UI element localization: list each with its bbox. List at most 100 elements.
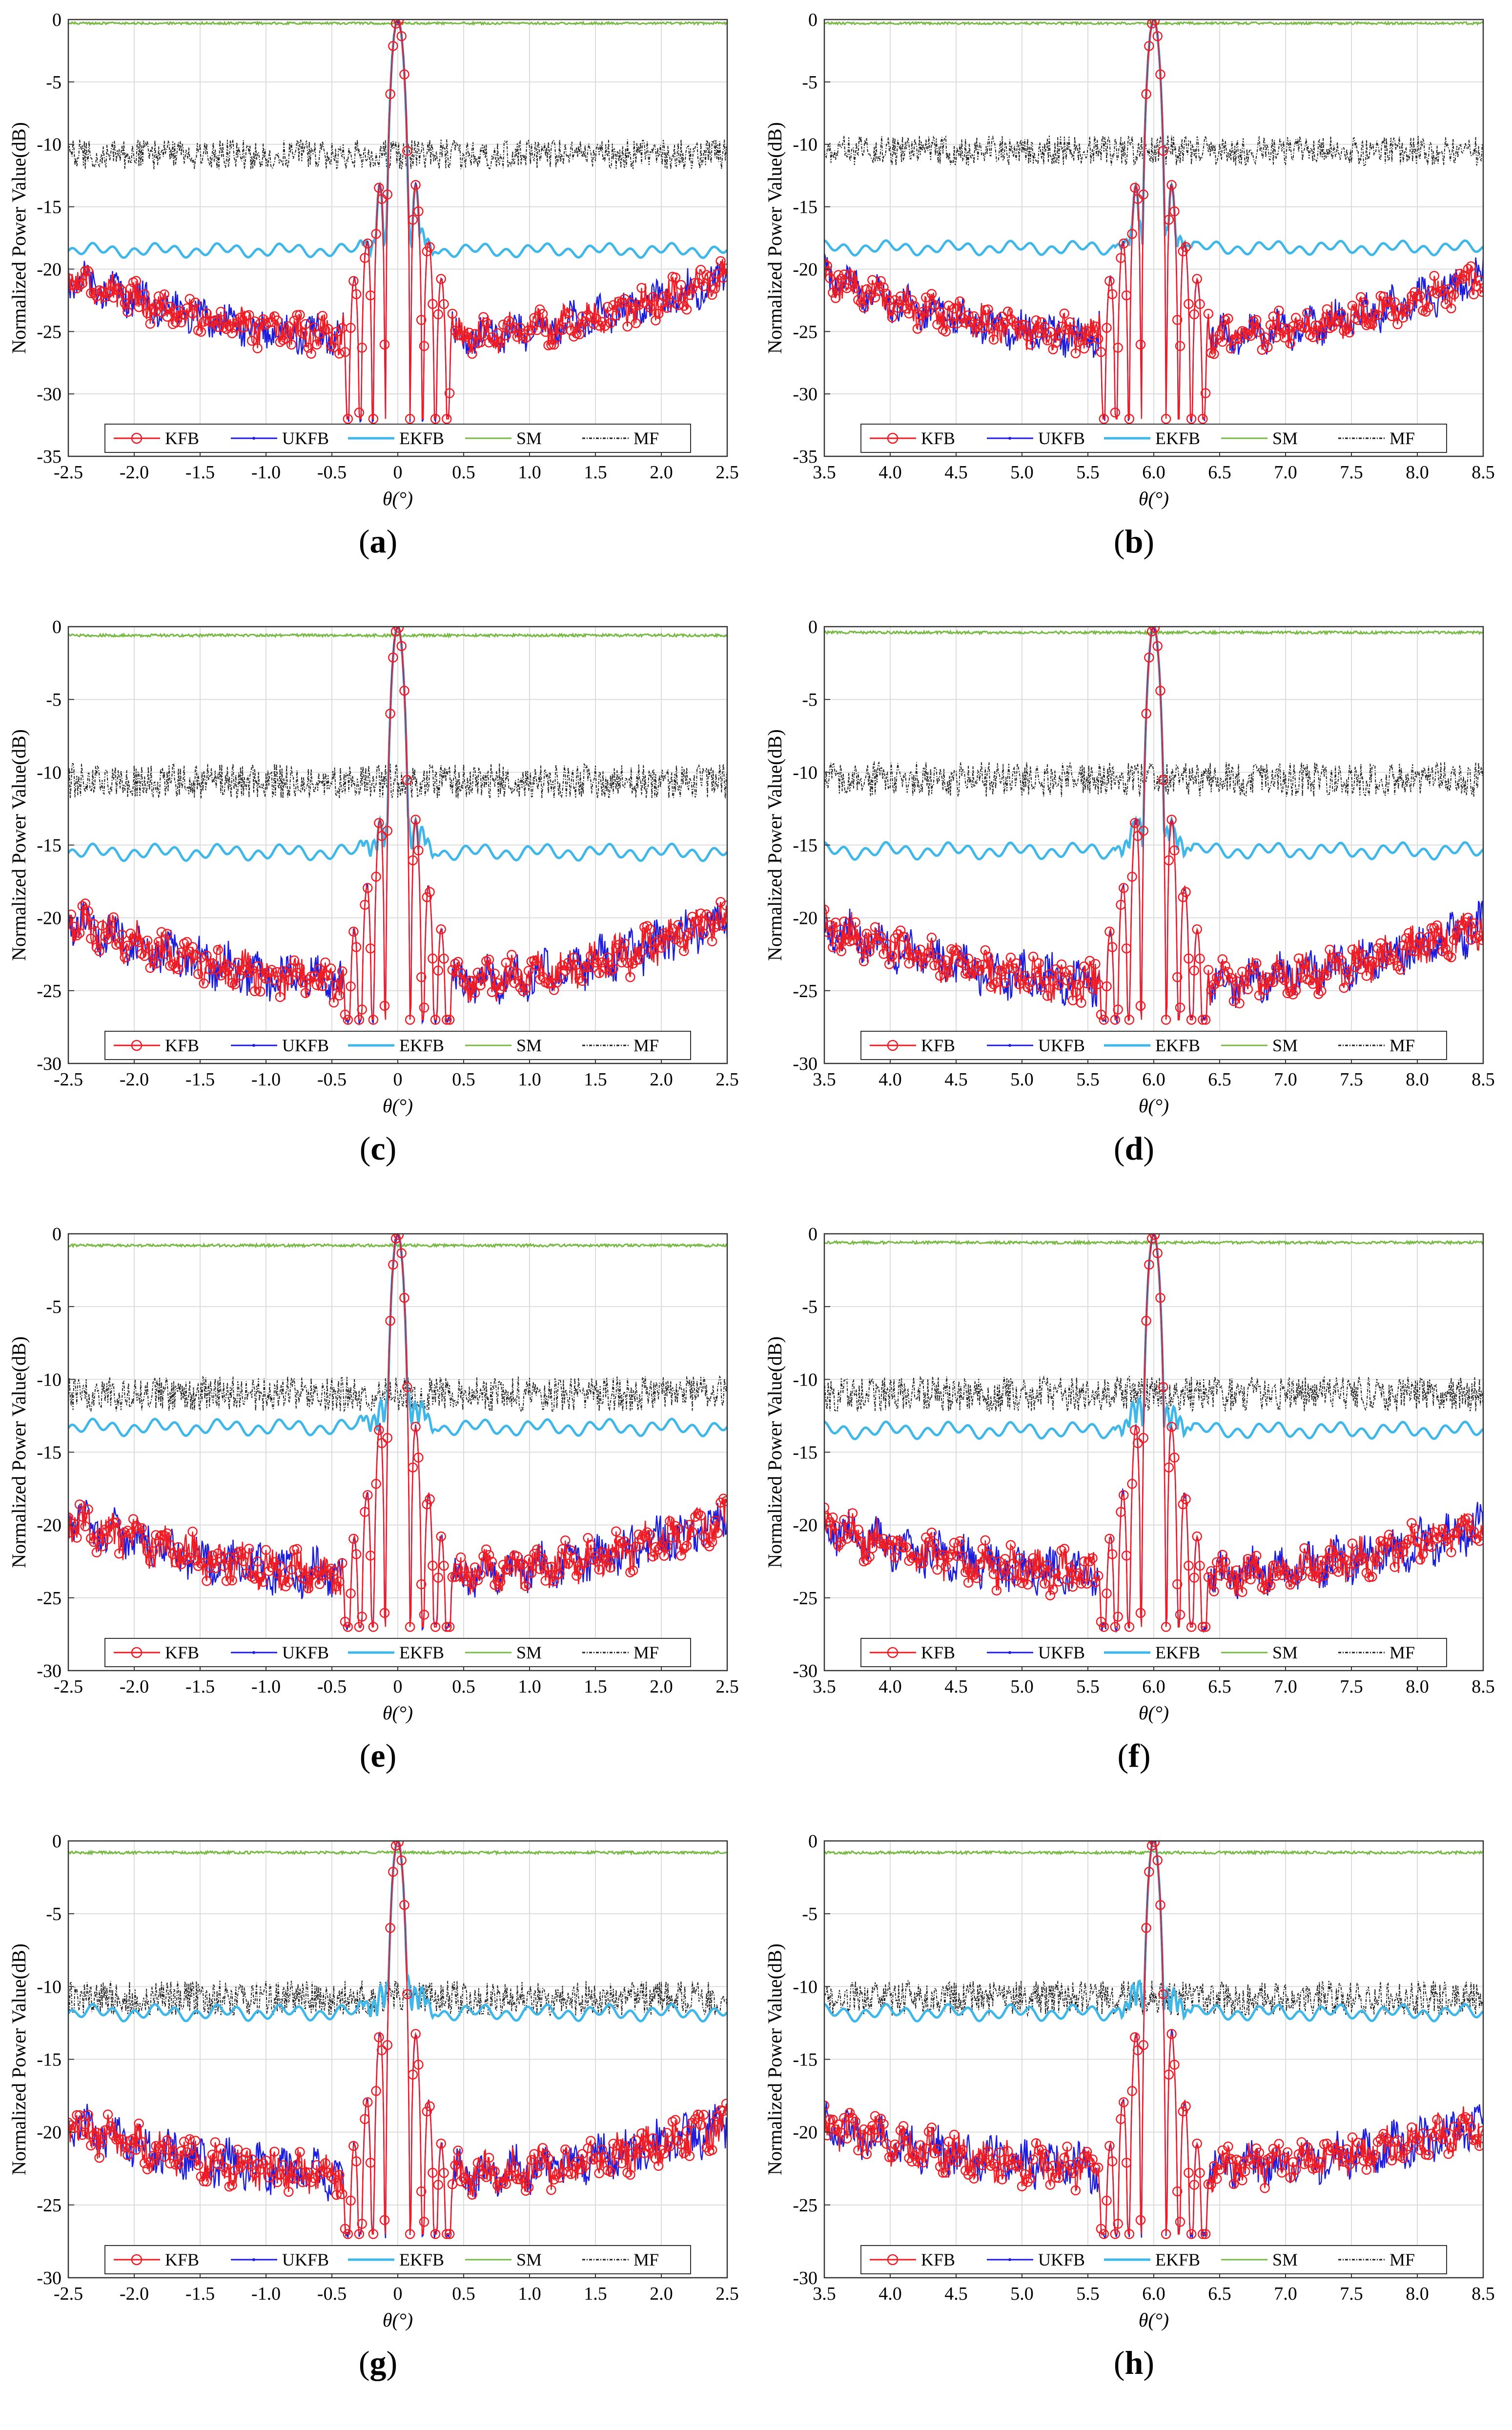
kfb-marker [1389,955,1400,965]
y-tick-label: -25 [37,2195,61,2216]
kfb-marker [656,1540,667,1551]
kfb-marker [1228,996,1239,1006]
kfb-marker [1172,2186,1183,2197]
kfb-marker [523,2182,534,2193]
kfb-marker [334,2170,345,2180]
kfb-marker [1223,1570,1233,1580]
kfb-marker [552,977,562,988]
series-ukfb-line [68,1234,727,1632]
kfb-marker [1319,317,1329,327]
kfb-marker [611,1526,621,1537]
legend-ukfb-marker [252,1044,255,1047]
kfb-marker [430,1622,441,1632]
kfb-marker [1316,330,1327,340]
y-tick-label: -25 [793,1588,817,1609]
kfb-marker [1260,2183,1270,2193]
kfb-marker [385,1923,395,1933]
kfb-marker [1299,959,1309,970]
kfb-marker [636,2128,647,2139]
kfb-marker [873,2132,883,2143]
kfb-marker [173,964,184,975]
kfb-marker [1429,1527,1439,1537]
y-tick-label: -5 [46,1297,61,1317]
kfb-marker [207,958,218,969]
kfb-marker [1130,183,1140,193]
kfb-marker [949,303,960,314]
x-tick-label: 8.0 [1406,1069,1429,1090]
kfb-marker [523,1554,534,1565]
kfb-marker [97,2137,107,2147]
kfb-marker [1369,1553,1380,1564]
kfb-marker [1189,965,1200,976]
kfb-marker [676,937,686,948]
kfb-marker [363,883,373,893]
kfb-marker [68,1527,77,1537]
kfb-marker [286,1564,297,1575]
kfb-marker [145,1556,156,1567]
kfb-marker [249,986,260,997]
kfb-marker [86,2140,96,2151]
kfb-marker [1361,2165,1372,2175]
kfb-marker [218,1561,229,1572]
kfb-marker [165,302,175,312]
kfb-marker [684,290,695,300]
kfb-marker [1175,1002,1185,1013]
kfb-marker [1293,319,1304,330]
kfb-marker [286,339,297,350]
kfb-marker [969,1570,979,1580]
x-tick-label: 1.0 [518,462,541,483]
x-axis-label: θ(°) [1139,488,1169,510]
kfb-marker [1164,2069,1174,2080]
kfb-marker [1119,2097,1129,2107]
kfb-marker [1198,1015,1208,1025]
kfb-marker [303,974,314,984]
kfb-marker [1477,2125,1483,2136]
kfb-marker [241,964,251,975]
kfb-marker [602,952,613,963]
kfb-marker [645,1530,655,1540]
kfb-marker [153,1536,164,1547]
kfb-marker [521,2185,531,2196]
kfb-marker [419,1002,429,1013]
legend-box [104,1031,691,1060]
kfb-marker [1127,872,1137,882]
panel-letter: g [369,2344,387,2381]
kfb-marker [909,1551,920,1562]
kfb-marker [111,1517,122,1528]
kfb-marker [1263,342,1273,352]
kfb-marker [388,1867,398,1877]
y-tick-label: -10 [37,1369,61,1390]
kfb-marker [1169,206,1180,217]
kfb-marker [977,1544,988,1554]
kfb-marker [213,2159,223,2169]
y-tick-label: -25 [37,322,61,342]
x-tick-label: 7.0 [1274,1069,1297,1090]
kfb-marker [1429,2131,1439,2142]
kfb-marker [249,1573,260,1584]
x-tick-label: -1.0 [251,462,281,483]
kfb-marker [1274,960,1284,971]
x-tick-label: 7.5 [1340,462,1363,483]
kfb-marker [844,2107,855,2118]
kfb-marker [210,2137,221,2147]
kfb-marker [546,340,556,350]
kfb-marker [1084,956,1095,966]
kfb-marker [410,1422,421,1432]
kfb-marker [1217,337,1228,347]
y-tick-label: 0 [808,617,817,637]
kfb-marker [710,1515,720,1526]
kfb-marker [1084,2157,1095,2167]
kfb-marker [442,414,452,424]
kfb-marker [1449,935,1459,945]
kfb-marker [876,276,886,286]
kfb-marker [1073,337,1083,347]
kfb-marker [670,272,681,283]
kfb-marker [1045,2180,1056,2190]
kfb-marker [648,2133,658,2144]
kfb-marker [1135,2215,1146,2226]
kfb-marker [182,2147,192,2158]
kfb-marker [390,20,401,29]
kfb-marker [1116,2114,1126,2124]
kfb-marker [958,1551,968,1562]
kfb-marker [881,288,892,299]
